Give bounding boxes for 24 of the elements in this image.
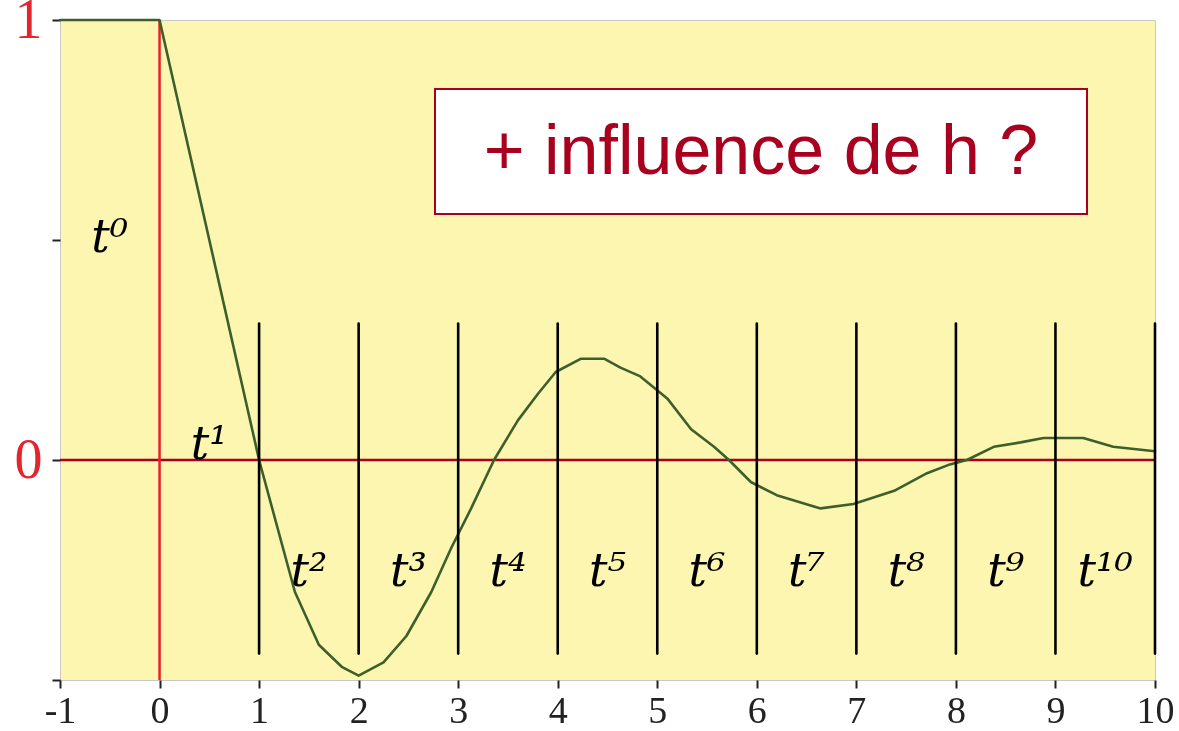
x-tick-label: 7 bbox=[847, 688, 867, 731]
x-tick-label: 6 bbox=[747, 688, 767, 731]
annotation: t¹ bbox=[190, 416, 228, 470]
x-tick-label: 10 bbox=[1136, 688, 1175, 731]
annotation: t⁸ bbox=[887, 543, 926, 597]
x-tick-label: -1 bbox=[44, 688, 77, 731]
annotation: t⁶ bbox=[688, 543, 726, 597]
annotation: t⁹ bbox=[987, 543, 1025, 597]
x-tick-label: 5 bbox=[648, 688, 668, 731]
annotation: t⁵ bbox=[589, 543, 626, 597]
annotation: t⁷ bbox=[788, 543, 826, 597]
x-tick-label: 2 bbox=[349, 688, 369, 731]
annotation: t² bbox=[290, 543, 328, 597]
annotation: t⁰ bbox=[91, 209, 129, 263]
x-tick-label: 4 bbox=[548, 688, 568, 731]
x-tick-label: 8 bbox=[946, 688, 966, 731]
x-tick-label: 1 bbox=[250, 688, 270, 731]
annotation: t⁴ bbox=[489, 543, 527, 597]
annotation: + influence de h ? bbox=[483, 111, 1039, 189]
annotation: t³ bbox=[389, 543, 427, 597]
x-tick-label: 3 bbox=[449, 688, 469, 731]
x-tick-label: 0 bbox=[150, 688, 170, 731]
annotation: t¹⁰ bbox=[1077, 543, 1133, 597]
x-tick-label: 9 bbox=[1046, 688, 1066, 731]
